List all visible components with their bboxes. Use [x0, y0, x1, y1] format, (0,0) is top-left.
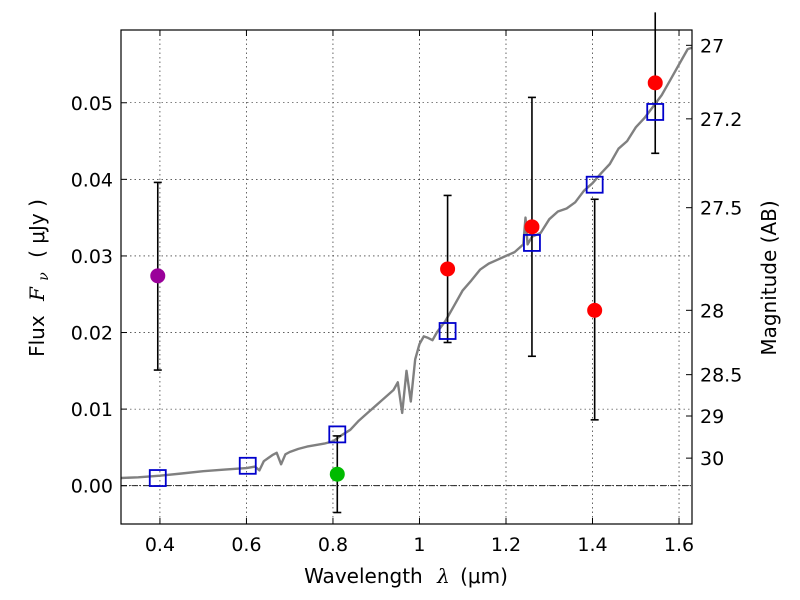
y-axis-title-symbol: F: [25, 286, 49, 302]
plot-area: [120, 12, 693, 514]
model-point-square: [328, 425, 347, 444]
y-tick-label: 0.00: [71, 476, 113, 498]
x-tick-label: 0.8: [318, 534, 348, 556]
y-tick-label: 0.02: [71, 323, 113, 345]
model-point-square: [438, 322, 457, 340]
observed-point-red: [524, 219, 540, 235]
y2-axis-title: Magnitude (AB): [757, 200, 781, 355]
x-tick-label: 1.4: [577, 534, 607, 556]
mag-tick-label: 27: [700, 35, 724, 57]
axis-ticks: 0.4 0.6 0.8 1 1.2 1.4 1.6 0.00 0.01 0.02 0.03 0.04 0…: [71, 30, 742, 556]
y-axis-title-prefix: Flux: [25, 315, 49, 357]
mag-tick-label: 27.2: [700, 109, 742, 131]
observed-point-purple: [150, 268, 166, 284]
y-axis-title: Flux F ν ( μJy ): [25, 199, 53, 357]
x-axis-title-prefix: Wavelength: [304, 564, 423, 588]
observed-point-red: [647, 75, 663, 91]
y-tick-label: 0.03: [71, 246, 113, 268]
observed-point-red: [587, 302, 603, 318]
grid-lines: [121, 30, 692, 524]
x-tick-label: 1: [413, 534, 425, 556]
model-point-square: [585, 175, 604, 194]
mag-tick-label: 28: [700, 300, 724, 322]
mag-tick-label: 30: [700, 448, 724, 470]
mag-tick-label: 27.5: [700, 198, 742, 220]
mag-tick-label: 28.5: [700, 365, 742, 387]
model-point-square: [238, 456, 257, 475]
y-tick-label: 0.01: [71, 399, 113, 421]
x-axis-title-symbol: λ: [436, 564, 450, 588]
plot-frame: [120, 29, 693, 525]
y-axis-title-unit: ( μJy ): [25, 199, 49, 258]
x-axis-title-unit: (μm): [460, 564, 508, 588]
x-tick-label: 1.6: [664, 534, 694, 556]
x-axis-title: Wavelength λ (μm): [304, 564, 508, 588]
x-tick-label: 0.6: [231, 534, 261, 556]
y-tick-label: 0.05: [71, 93, 113, 115]
x-tick-label: 0.4: [145, 534, 175, 556]
model-point-square: [646, 103, 665, 121]
y-tick-label: 0.04: [71, 169, 113, 191]
model-point-square: [148, 469, 167, 487]
model-spectrum-line: [120, 46, 693, 480]
observed-point-green: [329, 466, 345, 482]
observed-point-red: [440, 261, 456, 277]
mag-tick-label: 29: [700, 406, 724, 428]
x-tick-label: 1.2: [491, 534, 521, 556]
model-point-square: [523, 234, 541, 252]
y-axis-title-subscript: ν: [36, 272, 52, 281]
